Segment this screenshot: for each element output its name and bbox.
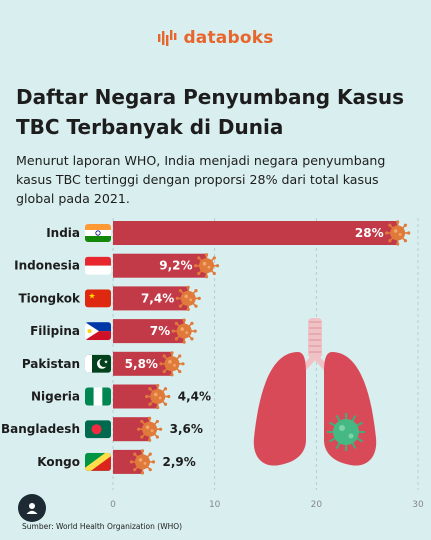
source-note: Sumber: World Health Organization (WHO) bbox=[22, 522, 183, 531]
flag-pakistan-icon: ★ bbox=[85, 354, 111, 373]
virus-icon bbox=[129, 449, 156, 475]
svg-text:★: ★ bbox=[104, 359, 109, 365]
x-tick-label: 10 bbox=[209, 500, 221, 510]
category-label: Nigeria bbox=[31, 390, 80, 404]
value-label: 28% bbox=[355, 226, 384, 240]
bar-row: Bangladesh 3,6% bbox=[1, 416, 203, 442]
virus-icon bbox=[385, 220, 411, 246]
category-label: Bangladesh bbox=[1, 422, 80, 436]
user-avatar-icon[interactable] bbox=[18, 494, 46, 522]
bar-row: Indonesia 9,2% bbox=[14, 253, 220, 279]
category-label: Filipina bbox=[30, 324, 80, 338]
value-label: 4,4% bbox=[178, 390, 211, 404]
page-title: Daftar Negara Penyumbang Kasus TBC Terba… bbox=[16, 85, 405, 139]
svg-text:★: ★ bbox=[88, 291, 95, 300]
flag-nigeria-icon bbox=[85, 387, 111, 406]
page-description: Menurut laporan WHO, India menjadi negar… bbox=[16, 153, 386, 206]
flag-filipina-icon bbox=[85, 322, 111, 341]
bar-row: Pakistan ★ 5,8% bbox=[22, 351, 185, 377]
bar-row: India 28% bbox=[46, 220, 411, 246]
x-tick-label: 30 bbox=[412, 500, 424, 510]
lungs-illustration bbox=[253, 318, 377, 466]
x-tick-label: 0 bbox=[110, 500, 116, 510]
virus-icon bbox=[145, 383, 171, 410]
bar-row: Nigeria 4,4% bbox=[31, 383, 211, 410]
category-label: Tiongkok bbox=[18, 291, 81, 305]
virus-icon bbox=[159, 351, 185, 377]
virus-icon bbox=[171, 318, 197, 344]
virus-icon bbox=[193, 253, 220, 279]
value-label: 7,4% bbox=[141, 291, 174, 305]
x-tick-label: 20 bbox=[311, 500, 323, 510]
value-label: 3,6% bbox=[170, 422, 203, 436]
bar bbox=[113, 253, 207, 278]
bar-row: Filipina 7% bbox=[30, 318, 197, 344]
category-label: Indonesia bbox=[14, 259, 80, 273]
virus-icon bbox=[137, 416, 163, 442]
flag-tiongkok-icon: ★ bbox=[85, 289, 111, 308]
flag-india-icon bbox=[85, 224, 111, 242]
value-label: 7% bbox=[150, 324, 170, 338]
flag-bangladesh-icon bbox=[85, 420, 111, 439]
virus-icon bbox=[175, 285, 201, 311]
bar bbox=[113, 221, 398, 245]
flag-indonesia-icon bbox=[85, 256, 111, 275]
right-lung bbox=[324, 352, 377, 466]
databoks-logo-icon bbox=[158, 30, 177, 46]
left-lung bbox=[253, 352, 306, 466]
bar-row: Tiongkok ★ 7,4% bbox=[18, 285, 201, 311]
category-label: Kongo bbox=[37, 455, 80, 469]
bar-row: Kongo 2,9% bbox=[37, 449, 196, 475]
category-label: India bbox=[46, 226, 80, 240]
value-label: 9,2% bbox=[159, 259, 192, 273]
brand-name: databoks bbox=[183, 28, 274, 48]
value-label: 2,9% bbox=[162, 455, 195, 469]
bacteria-icon bbox=[327, 413, 365, 451]
category-label: Pakistan bbox=[22, 357, 80, 371]
brand-logo: databoks bbox=[0, 26, 431, 50]
flag-kongo-icon bbox=[85, 452, 111, 471]
value-label: 5,8% bbox=[125, 357, 158, 371]
